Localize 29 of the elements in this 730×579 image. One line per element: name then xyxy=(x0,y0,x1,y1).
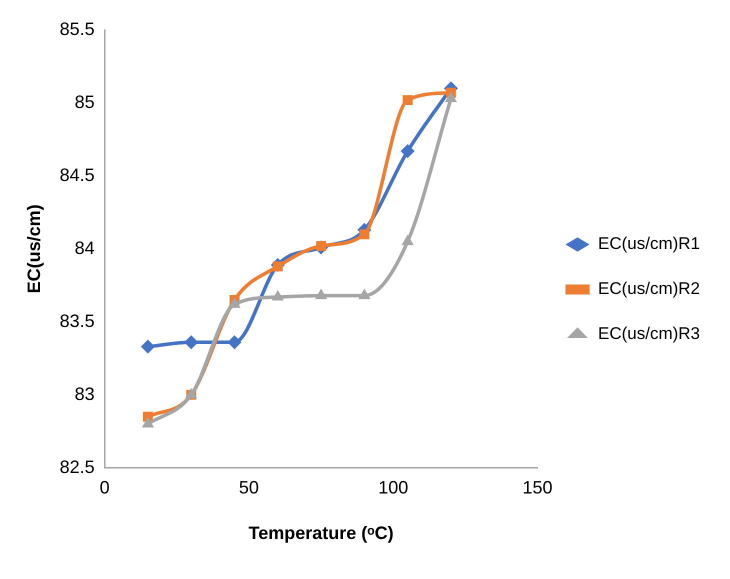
x-axis-title: Temperature (ᵒC) xyxy=(248,523,394,544)
y-tick-label: 85.5 xyxy=(60,18,95,39)
x-tick-label: 100 xyxy=(378,478,408,498)
x-tick-label: 50 xyxy=(238,478,259,498)
point xyxy=(358,288,370,300)
y-tick-label: 83 xyxy=(74,384,95,404)
point xyxy=(272,290,284,301)
y-tick-label: 84.5 xyxy=(60,164,95,185)
point xyxy=(315,288,328,300)
point xyxy=(140,340,155,354)
point xyxy=(402,95,413,105)
y-tick-label: 83.5 xyxy=(60,310,95,331)
y-tick-label: 85 xyxy=(74,92,95,112)
y-tick-label: 84 xyxy=(74,238,95,258)
legend-label: EC(us/cm)R1 xyxy=(598,234,700,254)
y-tick-label: 82.5 xyxy=(60,456,95,477)
point xyxy=(444,92,457,102)
point xyxy=(228,297,241,308)
legend-label: EC(us/cm)R3 xyxy=(598,324,700,344)
point xyxy=(402,234,414,246)
point xyxy=(227,335,242,350)
legend-label: EC(us/cm)R2 xyxy=(598,279,700,298)
y-axis-title: EC(us/cm) xyxy=(24,204,44,294)
x-tick-label: 0 xyxy=(100,478,110,498)
point xyxy=(184,335,198,350)
point xyxy=(359,229,370,240)
x-tick-label: 150 xyxy=(522,478,553,498)
point xyxy=(142,417,154,428)
point xyxy=(400,144,415,158)
